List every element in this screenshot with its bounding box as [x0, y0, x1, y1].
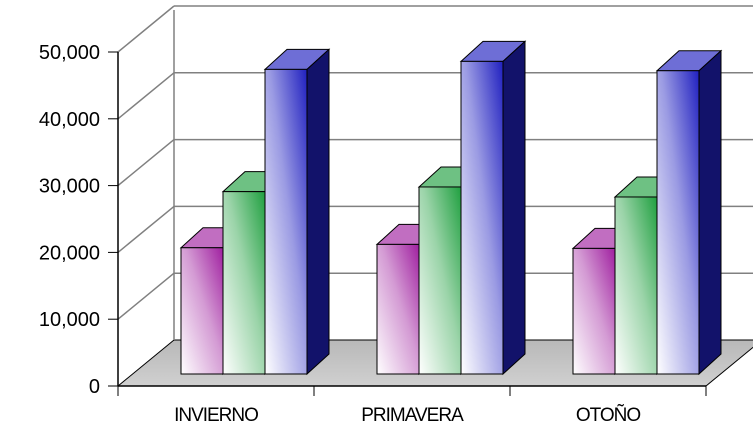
y-tick-label: 20,000: [39, 242, 100, 264]
gridline-side: [117, 272, 175, 320]
bars: [179, 40, 723, 376]
y-tick-label: 50,000: [39, 42, 100, 64]
gridline-side: [117, 139, 175, 187]
bar: [263, 48, 331, 376]
x-tick-label: INVIERNO: [174, 405, 258, 426]
axis-labels: 0 10,000 20,000 30,000 40,000 50,000 INVIERNO P…: [39, 42, 642, 426]
axes: [108, 51, 707, 396]
gridline-side: [117, 5, 175, 53]
y-tick-label: 30,000: [39, 176, 100, 198]
gridline-side: [117, 72, 175, 120]
x-tick-label: PRIMAVERA: [361, 405, 464, 426]
y-tick-label: 10,000: [39, 309, 100, 331]
y-tick-label: 40,000: [39, 109, 100, 131]
bar: [655, 49, 723, 376]
y-tick-label: 0: [89, 376, 100, 398]
bar: [459, 40, 527, 376]
gridline-side: [117, 205, 175, 253]
x-tick-label: OTOÑO: [576, 404, 641, 426]
